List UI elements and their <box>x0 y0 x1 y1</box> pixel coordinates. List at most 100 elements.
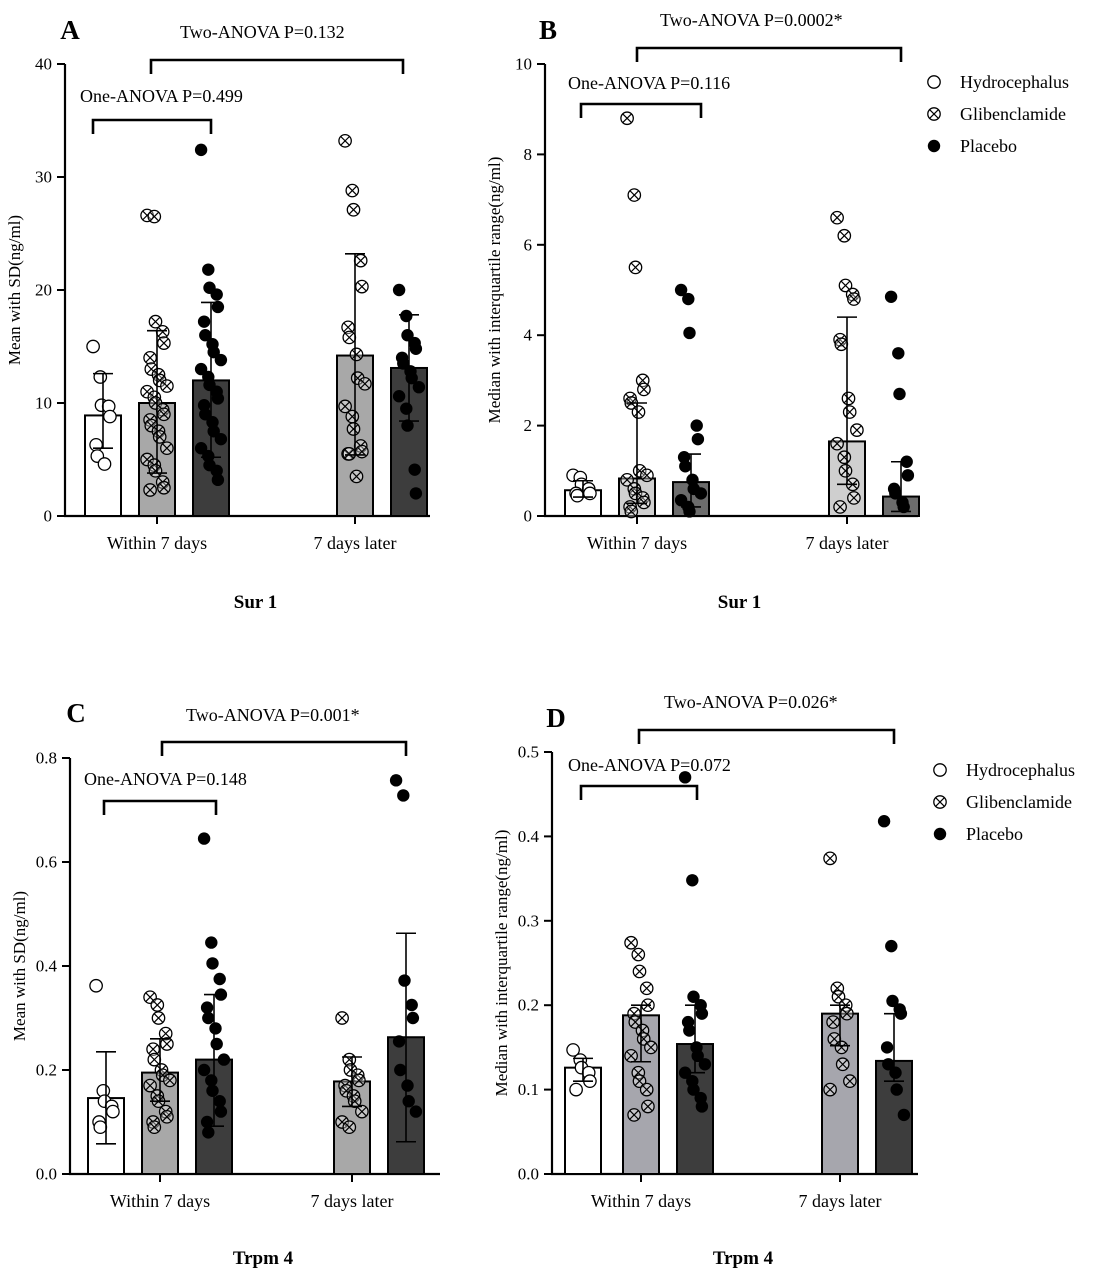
point-glibenclamide-cross-b <box>643 1101 653 1112</box>
legend-marker-placebo-shape <box>927 139 941 153</box>
point-glibenclamide-cross-b <box>149 1122 160 1132</box>
point-glibenclamide-cross-b <box>633 407 644 417</box>
point-glibenclamide-cross-b <box>157 327 168 337</box>
point-placebo <box>691 432 705 446</box>
point-glibenclamide <box>342 330 357 345</box>
point-placebo-shape <box>214 1105 228 1118</box>
point-placebo <box>686 473 699 487</box>
point-placebo <box>400 402 413 415</box>
point-placebo <box>687 1083 700 1096</box>
y-tick-label: 0 <box>44 507 53 526</box>
point-glibenclamide-cross-b <box>146 420 157 431</box>
point-placebo-shape <box>197 832 211 845</box>
point-placebo <box>394 1063 407 1077</box>
point-glibenclamide-cross-b <box>642 470 652 481</box>
point-placebo-shape <box>392 283 406 297</box>
point-placebo <box>890 1083 903 1096</box>
point-glibenclamide <box>631 405 646 419</box>
point-placebo <box>194 362 208 376</box>
point-glibenclamide-cross-b <box>629 1008 639 1019</box>
point-glibenclamide-cross-b <box>849 493 859 503</box>
point-placebo-shape <box>687 1083 700 1096</box>
point-glibenclamide <box>349 469 364 484</box>
point-placebo <box>197 832 211 845</box>
point-glibenclamide <box>148 463 163 478</box>
point-glibenclamide-cross-b <box>348 205 359 215</box>
panel-label: D <box>546 703 566 733</box>
point-glibenclamide-cross-b <box>162 443 172 453</box>
point-placebo-shape <box>686 874 699 887</box>
point-placebo <box>194 442 208 455</box>
x-tick-label: Within 7 days <box>107 533 207 553</box>
point-placebo-shape <box>694 487 708 500</box>
x-tick-label: 7 days later <box>311 1191 394 1211</box>
point-placebo-shape <box>695 1100 709 1113</box>
point-placebo <box>200 1001 214 1014</box>
point-placebo-shape <box>690 419 703 432</box>
point-hydrocephalus <box>89 437 103 452</box>
point-glibenclamide-cross-b <box>148 1044 158 1054</box>
point-hydrocephalus-shape <box>89 978 103 993</box>
point-placebo-shape <box>890 1083 903 1096</box>
point-placebo-shape <box>199 329 212 342</box>
point-placebo <box>406 1011 420 1025</box>
y-axis-title: Mean with SD(ng/ml) <box>5 215 24 365</box>
point-glibenclamide-cross-b <box>852 425 862 435</box>
two-anova-label: Two-ANOVA P=0.026* <box>664 692 838 712</box>
point-placebo-shape <box>683 505 696 518</box>
point-placebo-shape <box>394 1063 407 1077</box>
point-glibenclamide <box>345 409 360 424</box>
point-glibenclamide <box>835 1057 850 1072</box>
point-placebo-shape <box>695 1007 709 1020</box>
point-placebo <box>683 1024 696 1037</box>
point-placebo <box>877 815 891 828</box>
point-placebo-shape <box>209 1022 222 1035</box>
point-placebo <box>392 283 406 297</box>
point-glibenclamide <box>624 935 638 950</box>
point-placebo-shape <box>206 416 219 429</box>
point-glibenclamide-cross-b <box>835 502 845 512</box>
point-placebo-shape <box>405 998 418 1012</box>
point-glibenclamide-cross-b <box>344 332 355 343</box>
y-tick-label: 2 <box>524 416 533 435</box>
panel-a: A 0 10 20 30 40 Mean with SD(ng/ml) Within 7 da… <box>5 15 430 613</box>
point-glibenclamide-cross-b <box>348 424 359 434</box>
point-placebo-shape <box>686 473 699 487</box>
point-glibenclamide-cross-b <box>633 949 644 960</box>
point-placebo-shape <box>197 315 211 328</box>
one-anova-bracket <box>91 118 213 134</box>
point-glibenclamide <box>830 210 844 225</box>
point-placebo-shape <box>893 387 906 401</box>
point-glibenclamide <box>335 1011 349 1025</box>
point-placebo <box>197 1063 211 1077</box>
one-anova-bracket <box>102 799 218 815</box>
point-hydrocephalus <box>570 488 585 503</box>
point-placebo <box>397 789 410 802</box>
point-placebo-shape <box>398 974 411 987</box>
point-placebo-shape <box>213 1095 226 1108</box>
point-glibenclamide-cross-b <box>840 466 851 476</box>
point-placebo-shape <box>214 353 228 367</box>
point-placebo <box>217 1053 231 1066</box>
point-glibenclamide-cross-b <box>357 1106 367 1117</box>
point-glibenclamide <box>352 1073 366 1088</box>
point-glibenclamide-cross-b <box>351 349 362 360</box>
legend-marker-hydrocephalus <box>927 75 941 89</box>
point-placebo <box>885 939 898 953</box>
point-placebo <box>695 1100 709 1113</box>
point-placebo-shape <box>211 392 225 405</box>
point-glibenclamide-cross-b <box>343 449 353 459</box>
point-glibenclamide <box>847 292 861 306</box>
point-placebo <box>200 1115 214 1129</box>
point-glibenclamide-cross-b <box>832 212 842 223</box>
point-hydrocephalus <box>89 978 103 993</box>
point-placebo-shape <box>698 1058 712 1071</box>
point-placebo <box>392 1035 406 1048</box>
point-hydrocephalus-shape <box>103 409 117 424</box>
point-glibenclamide <box>639 1082 654 1097</box>
point-glibenclamide <box>143 1078 157 1093</box>
point-glibenclamide-cross-b <box>340 401 350 412</box>
x-tick-label: Within 7 days <box>591 1191 691 1211</box>
point-placebo <box>194 143 208 157</box>
point-placebo <box>214 353 228 367</box>
